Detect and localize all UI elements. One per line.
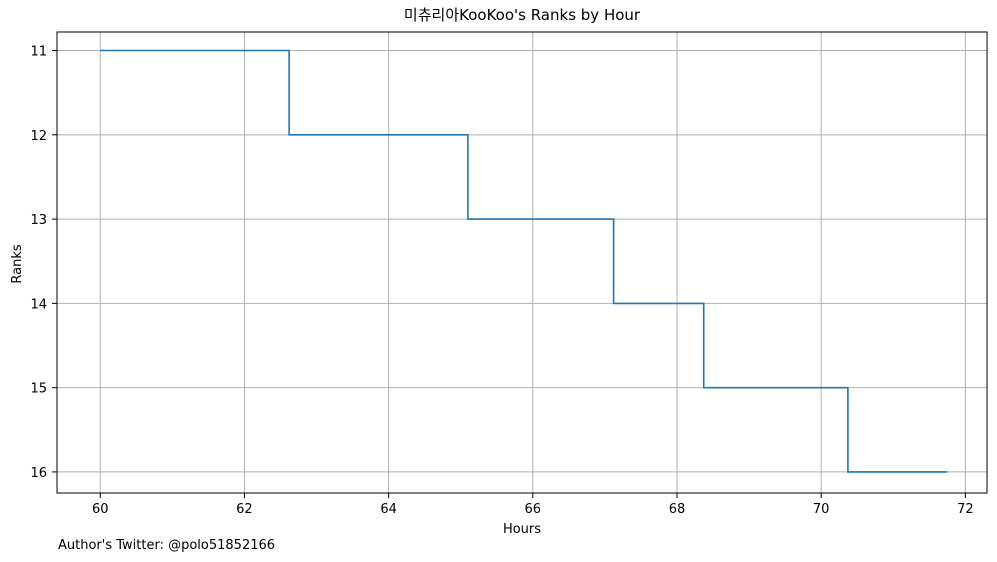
x-axis-label: Hours <box>503 522 541 537</box>
x-tick-label: 68 <box>669 502 686 517</box>
y-tick-label: 12 <box>30 129 47 144</box>
y-tick-label: 14 <box>30 297 47 312</box>
y-tick-label: 16 <box>30 466 47 481</box>
x-tick-label: 66 <box>525 502 542 517</box>
x-axis: 60 62 64 66 68 70 72 <box>92 493 974 517</box>
x-tick-label: 60 <box>92 502 109 517</box>
y-tick-label: 15 <box>30 382 47 397</box>
plot-frame <box>56 31 988 494</box>
x-tick-label: 70 <box>813 502 830 517</box>
footer-credit: Author's Twitter: @polo51852166 <box>58 538 276 553</box>
y-tick-label: 11 <box>30 45 47 60</box>
x-tick-label: 72 <box>957 502 974 517</box>
y-axis-label: Ranks <box>10 244 25 283</box>
x-tick-label: 62 <box>236 502 253 517</box>
rank-step-line <box>100 49 948 473</box>
chart-title: 미츄리아KooKoo's Ranks by Hour <box>404 6 641 24</box>
y-tick-label: 13 <box>30 213 47 228</box>
x-tick-label: 64 <box>380 502 397 517</box>
series-group <box>100 49 948 473</box>
y-axis: 11 12 13 14 15 16 <box>30 45 57 481</box>
grid <box>57 32 987 493</box>
